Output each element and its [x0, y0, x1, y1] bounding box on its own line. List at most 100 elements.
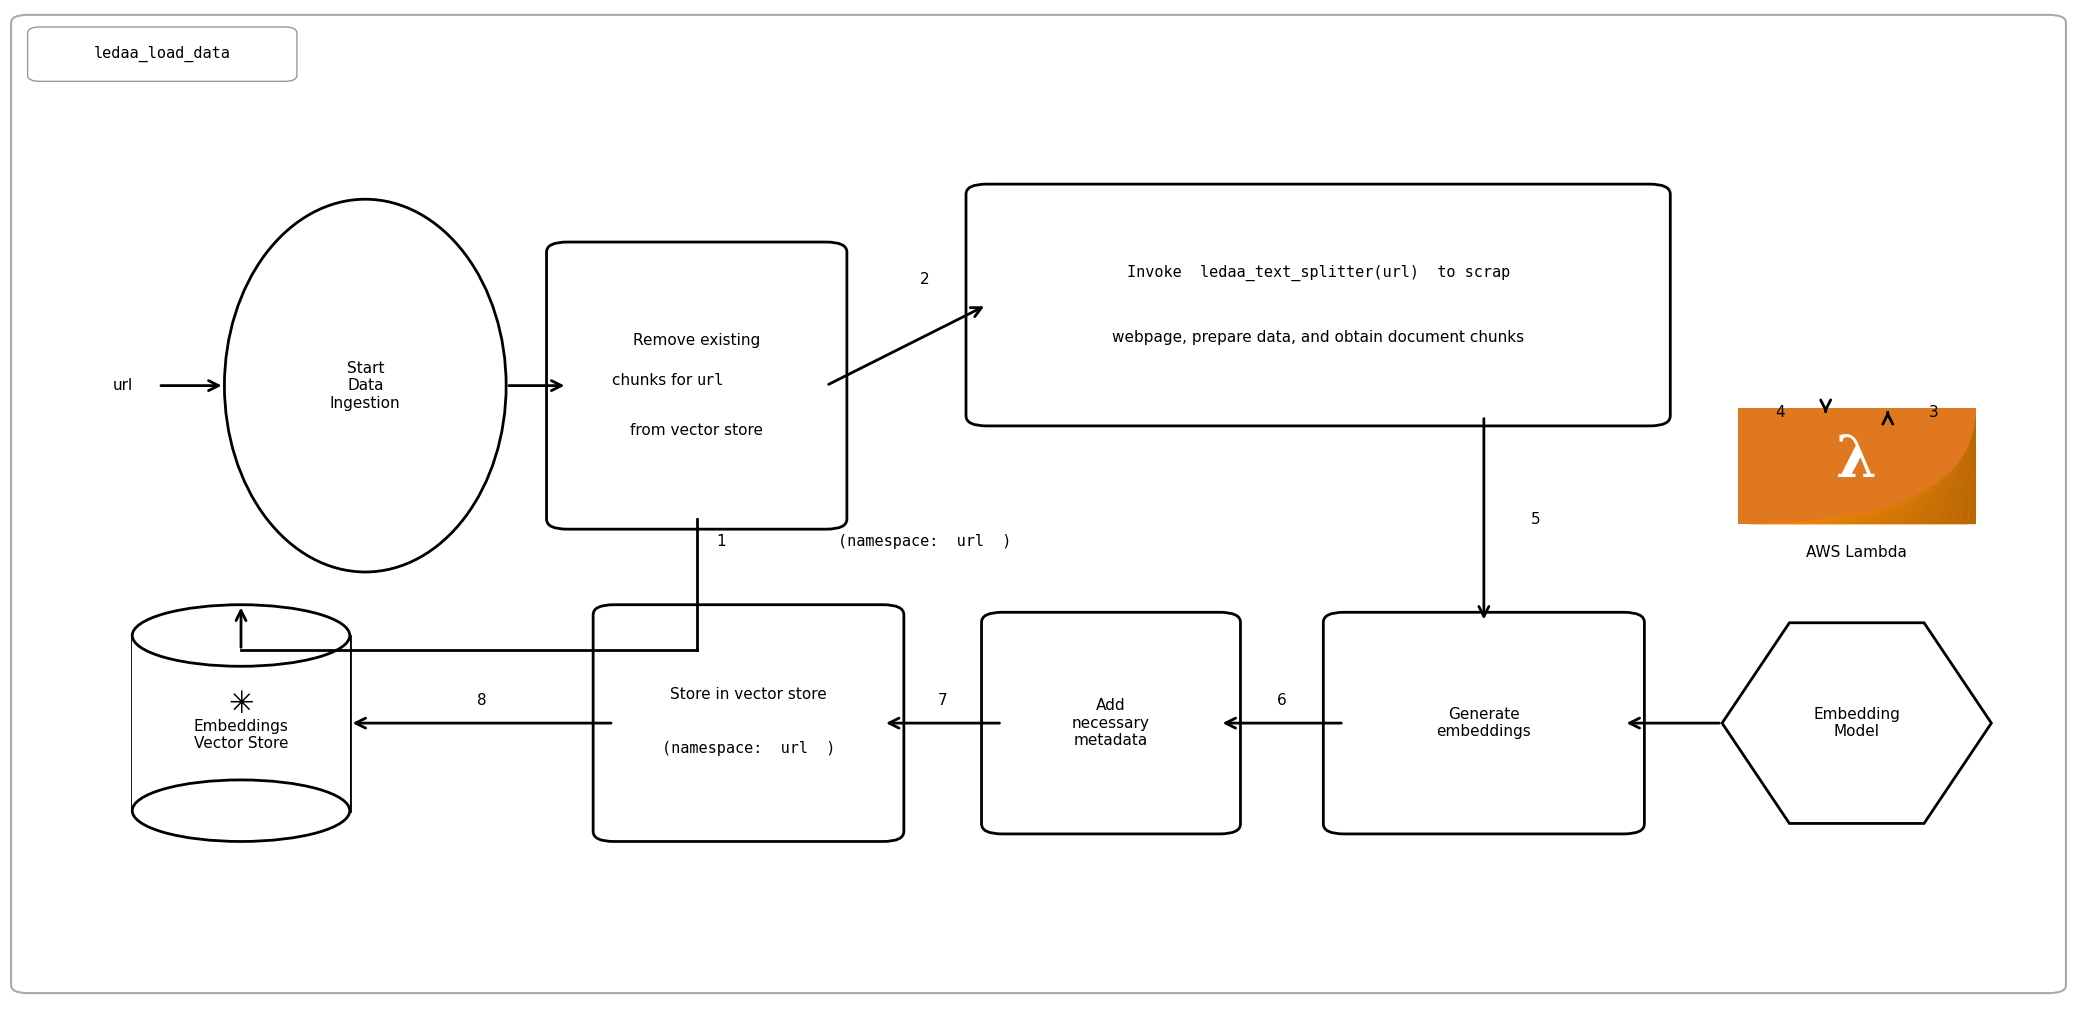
Polygon shape: [1792, 493, 1975, 524]
Text: Store in vector store: Store in vector store: [671, 688, 827, 702]
Polygon shape: [1865, 459, 1975, 524]
Text: AWS Lambda: AWS Lambda: [1807, 545, 1907, 560]
Text: Embeddings
Vector Store: Embeddings Vector Store: [193, 719, 289, 751]
Polygon shape: [1753, 513, 1975, 524]
Polygon shape: [1944, 419, 1975, 524]
Polygon shape: [1826, 478, 1975, 524]
Polygon shape: [1792, 493, 1975, 524]
Polygon shape: [1913, 436, 1975, 524]
Polygon shape: [1927, 427, 1975, 524]
Polygon shape: [1745, 517, 1975, 524]
Polygon shape: [1896, 443, 1975, 524]
Polygon shape: [1865, 459, 1975, 524]
Polygon shape: [1738, 521, 1975, 524]
FancyBboxPatch shape: [982, 612, 1240, 834]
Polygon shape: [1888, 447, 1975, 524]
Polygon shape: [1832, 474, 1975, 524]
Polygon shape: [1961, 412, 1975, 524]
Bar: [1738, 408, 1975, 524]
Polygon shape: [1936, 423, 1975, 524]
Polygon shape: [1880, 451, 1975, 524]
Polygon shape: [1913, 436, 1975, 524]
Text: 2: 2: [920, 272, 928, 288]
Polygon shape: [1961, 412, 1975, 524]
Polygon shape: [1809, 485, 1975, 524]
Polygon shape: [1832, 474, 1975, 524]
FancyBboxPatch shape: [27, 27, 297, 81]
Ellipse shape: [133, 605, 349, 667]
Polygon shape: [1944, 419, 1975, 524]
Text: ledaa_load_data: ledaa_load_data: [93, 46, 231, 62]
Text: Generate
embeddings: Generate embeddings: [1437, 707, 1531, 739]
FancyBboxPatch shape: [1323, 612, 1645, 834]
Text: url: url: [112, 378, 133, 393]
Polygon shape: [1753, 513, 1975, 524]
Text: from vector store: from vector store: [629, 423, 762, 439]
Polygon shape: [1786, 497, 1975, 524]
Text: 8: 8: [478, 694, 486, 708]
Polygon shape: [1952, 416, 1975, 524]
Polygon shape: [1896, 443, 1975, 524]
Text: 5: 5: [1531, 512, 1541, 527]
Text: Embedding
Model: Embedding Model: [1813, 707, 1900, 739]
Polygon shape: [1738, 521, 1975, 524]
Ellipse shape: [224, 200, 507, 572]
FancyBboxPatch shape: [594, 605, 903, 842]
Polygon shape: [1952, 416, 1975, 524]
Polygon shape: [1967, 408, 1975, 524]
FancyBboxPatch shape: [546, 242, 847, 529]
Polygon shape: [1849, 466, 1975, 524]
Text: ✳: ✳: [228, 690, 253, 718]
Polygon shape: [1967, 408, 1975, 524]
Text: λ: λ: [1836, 434, 1878, 489]
Polygon shape: [1880, 451, 1975, 524]
Polygon shape: [1849, 466, 1975, 524]
Polygon shape: [1840, 470, 1975, 524]
Polygon shape: [1801, 489, 1975, 524]
FancyBboxPatch shape: [966, 184, 1670, 425]
Polygon shape: [1722, 623, 1992, 824]
Text: 3: 3: [1927, 404, 1938, 419]
FancyBboxPatch shape: [10, 15, 2067, 993]
Polygon shape: [1770, 504, 1975, 524]
Polygon shape: [1936, 423, 1975, 524]
Text: webpage, prepare data, and obtain document chunks: webpage, prepare data, and obtain docume…: [1111, 330, 1525, 344]
Text: chunks for: chunks for: [611, 373, 696, 388]
Polygon shape: [1873, 455, 1975, 524]
Polygon shape: [1778, 501, 1975, 524]
Polygon shape: [1905, 440, 1975, 524]
Polygon shape: [1921, 432, 1975, 524]
Polygon shape: [1921, 432, 1975, 524]
Polygon shape: [1809, 485, 1975, 524]
Text: Invoke  ledaa_text_splitter(url)  to scrap: Invoke ledaa_text_splitter(url) to scrap: [1126, 264, 1510, 281]
Polygon shape: [1761, 509, 1975, 524]
Polygon shape: [1817, 481, 1975, 524]
Polygon shape: [1826, 478, 1975, 524]
Text: 7: 7: [939, 694, 947, 708]
Polygon shape: [1745, 517, 1975, 524]
Polygon shape: [1927, 427, 1975, 524]
Polygon shape: [1840, 470, 1975, 524]
Text: (namespace:  url  ): (namespace: url ): [837, 534, 1011, 549]
Text: Remove existing: Remove existing: [633, 333, 760, 347]
Polygon shape: [1905, 440, 1975, 524]
Polygon shape: [1778, 501, 1975, 524]
Polygon shape: [1817, 481, 1975, 524]
Text: Start
Data
Ingestion: Start Data Ingestion: [330, 361, 401, 410]
Text: (namespace:  url  ): (namespace: url ): [663, 741, 835, 756]
Polygon shape: [1801, 489, 1975, 524]
Polygon shape: [1770, 504, 1975, 524]
Text: Add
necessary
metadata: Add necessary metadata: [1072, 698, 1151, 748]
Bar: [133, 635, 349, 810]
Ellipse shape: [133, 780, 349, 842]
Polygon shape: [1857, 462, 1975, 524]
Text: 4: 4: [1776, 404, 1784, 419]
Text: url: url: [696, 373, 725, 388]
Polygon shape: [1786, 497, 1975, 524]
Text: 6: 6: [1277, 694, 1288, 708]
Polygon shape: [1873, 455, 1975, 524]
Text: 1: 1: [717, 534, 727, 549]
Polygon shape: [1857, 462, 1975, 524]
Polygon shape: [1761, 509, 1975, 524]
Polygon shape: [1888, 447, 1975, 524]
